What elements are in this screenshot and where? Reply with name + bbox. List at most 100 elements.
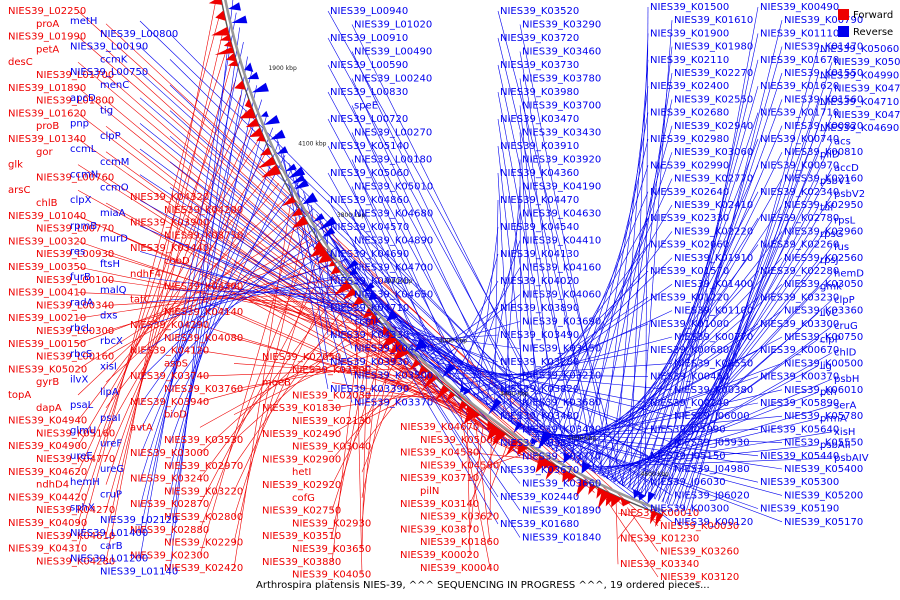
gene-connector — [527, 433, 783, 443]
gene-connector — [662, 20, 783, 503]
gene-label: NIES39_K04330 — [330, 330, 409, 341]
gene-connector — [233, 274, 336, 492]
gene-connector — [361, 384, 435, 422]
gene-label: NIES39_K02650 — [262, 352, 341, 363]
gene-arrow — [257, 156, 277, 169]
gene-label: NIES39_K01220 — [650, 292, 729, 303]
legend-reverse-label: Reverse — [853, 27, 893, 38]
gene-connector — [139, 20, 624, 487]
gene-label: NIES39_K04690 — [330, 249, 409, 260]
gene-connector — [199, 263, 328, 505]
gene-label: apcD — [70, 93, 96, 104]
gene-label: NIES39_K03290 — [522, 20, 601, 31]
gene-connector — [233, 204, 291, 569]
gene-label: NIES39_K00030 — [660, 521, 739, 532]
gene-label: NIES39_K03770 — [522, 452, 601, 463]
gene-label: NIES39_K04610 — [36, 531, 115, 542]
gene-label: NIES39_K03670 — [500, 465, 579, 476]
gene-label: gyrB — [36, 377, 59, 388]
gene-label: NIES39_K03620 — [420, 512, 499, 523]
gene-connector — [418, 344, 673, 443]
gene-connector — [473, 323, 649, 396]
gene-label: NIES39_K03890 — [500, 303, 579, 314]
gene-label: NIES39_L00800 — [100, 29, 178, 40]
gene-label: NIES39_K02410 — [674, 200, 753, 211]
gene-label: NIES39_L00150 — [8, 339, 86, 350]
gene-connector — [361, 331, 381, 524]
gene-label: NIES39_L00340 — [36, 300, 114, 311]
gene-arrow — [588, 483, 596, 495]
gene-label: serA — [834, 400, 856, 411]
gene-label: NIES39_K01620 — [760, 81, 839, 92]
gene-connector — [395, 320, 673, 496]
gene-connector — [466, 412, 471, 556]
gene-label: NIES39_K04300 — [164, 282, 243, 293]
gene-label: NIES39_K03390 — [330, 384, 409, 395]
gene-label: NIES39_K03930 — [330, 357, 409, 368]
gene-arrow — [386, 309, 399, 322]
gene-arrow — [208, 0, 223, 5]
gene-arrow — [649, 510, 658, 525]
gene-label: NIES39_K00790 — [784, 15, 863, 26]
gene-connector — [584, 112, 649, 468]
gene-connector — [606, 72, 673, 479]
gene-connector — [520, 231, 673, 430]
gene-connector — [199, 350, 437, 388]
gene-connector — [630, 273, 833, 490]
gene-arrow — [535, 455, 549, 473]
gene-arrow — [276, 146, 289, 154]
backbone-arc — [224, 0, 666, 513]
gene-label: NIES39_K00670 — [760, 345, 839, 356]
gene-connector — [486, 297, 649, 406]
gene-label: NIES39_L02120 — [100, 515, 178, 526]
gene-label: NIES39_K01980 — [674, 42, 753, 53]
gene-label: NIES39_K01470 — [784, 42, 863, 53]
gene-label: NIES39_L00100 — [36, 275, 114, 286]
gene-arrow — [211, 26, 230, 36]
gene-label: NIES39_L00180 — [354, 155, 432, 166]
gene-label: NIES39_J06000 — [674, 411, 750, 422]
gene-connector — [584, 457, 833, 468]
gene-label: ureE — [70, 451, 93, 462]
gene-label: NIES39_K05400 — [784, 464, 863, 475]
gene-label: NIES39_K03480 — [500, 411, 579, 422]
gene-arrow — [231, 15, 248, 24]
gene-arrow — [313, 241, 324, 250]
gene-label: NIES39_K02990 — [650, 160, 729, 171]
gene-arrow — [575, 478, 589, 498]
gene-connector — [105, 33, 223, 536]
gene-label: hemD — [834, 268, 864, 279]
gene-connector — [327, 64, 527, 434]
gene-label: NIES39_K00550 — [674, 358, 753, 369]
gene-connector — [355, 302, 363, 575]
gene-label: psbAIV — [834, 453, 869, 464]
legend-reverse-swatch — [838, 26, 849, 37]
gene-connector — [497, 37, 605, 478]
gene-label: NIES39_L00240 — [354, 74, 432, 85]
gene-label: malQ — [100, 285, 127, 296]
gene-label: NIES39_K02440 — [500, 492, 579, 503]
gene-connector — [233, 363, 427, 378]
gene-label: NIES39_K03820 — [500, 384, 579, 395]
gene-label: rbcX — [100, 336, 123, 347]
gene-label: rpsL — [834, 216, 856, 227]
gene-connector — [233, 296, 352, 466]
gene-label: NIES39_K03740 — [130, 371, 209, 382]
gene-arrow — [391, 344, 410, 363]
gene-label: NIES39_K02490 — [262, 429, 341, 440]
gene-connector — [672, 114, 833, 506]
gene-connector — [563, 323, 759, 457]
gene-label: NIES39_K02640 — [650, 187, 729, 198]
gene-label: desC — [8, 57, 33, 68]
gene-arrow — [244, 98, 253, 110]
gene-label: NIES39_K05000 — [420, 435, 499, 446]
gene-connector — [588, 244, 759, 470]
gene-label: moeB — [262, 378, 291, 389]
gene-label: NIES39_K03680 — [522, 398, 601, 409]
gene-connector — [199, 240, 312, 530]
gene-label: NIES39_K04020 — [500, 276, 579, 287]
gene-label: NIES39_K05060 — [820, 44, 899, 55]
gene-connector — [169, 27, 240, 546]
gene-label: NIES39_K03530 — [164, 435, 243, 446]
gene-connector — [458, 406, 491, 568]
